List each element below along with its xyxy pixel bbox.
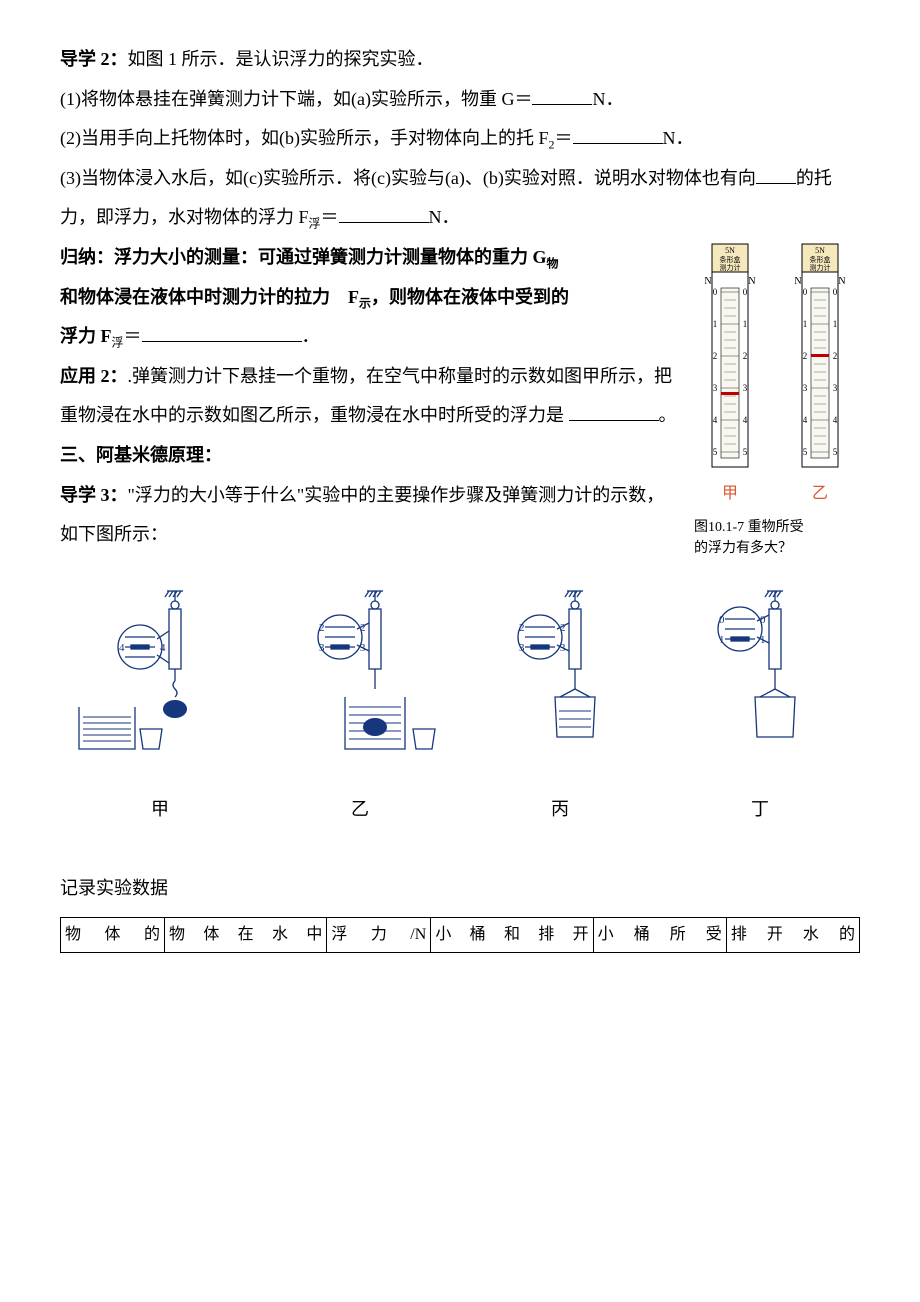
record-title: 记录实验数据 <box>60 869 860 909</box>
blank <box>142 323 302 342</box>
table-header: 物体的 <box>61 917 165 952</box>
spring-meter-icon: 5N 条形盒 测力计 N N 0 0 1 1 2 2 3 3 4 4 5 5 <box>790 242 850 472</box>
meter-jia: 5N 条形盒 测力计 N N 0 0 1 1 2 2 3 3 4 4 5 5 <box>700 242 760 511</box>
svg-text:3: 3 <box>743 383 748 393</box>
svg-text:4: 4 <box>713 415 718 425</box>
svg-text:5N: 5N <box>725 246 735 255</box>
experiment-figure: 44 甲 <box>60 589 860 829</box>
exp-ding: 00 11 丁 <box>660 589 860 829</box>
exp-yi-icon: 22 33 <box>275 589 445 769</box>
svg-text:4: 4 <box>803 415 808 425</box>
svg-text:3: 3 <box>713 383 718 393</box>
exp-bing-icon: 22 33 <box>485 589 635 769</box>
svg-text:0: 0 <box>760 614 766 626</box>
app2-title: 应用 2： <box>60 366 128 386</box>
table-header: 排开水的 <box>726 917 859 952</box>
guide2-q3: (3)当物体浸入水后，如(c)实验所示．将(c)实验与(a)、(b)实验对照．说… <box>60 159 860 238</box>
svg-text:2: 2 <box>713 351 718 361</box>
guide2-q2: (2)当用手向上托物体时，如(b)实验所示，手对物体向上的托 F2＝N． <box>60 119 860 159</box>
svg-text:0: 0 <box>743 287 748 297</box>
svg-text:4: 4 <box>160 642 166 654</box>
table-header: 小桶所受 <box>593 917 726 952</box>
exp-yi: 22 33 乙 <box>260 589 460 829</box>
exp-ding-icon: 00 11 <box>685 589 835 769</box>
svg-text:2: 2 <box>833 351 838 361</box>
svg-text:5: 5 <box>713 447 718 457</box>
svg-text:2: 2 <box>803 351 808 361</box>
svg-text:1: 1 <box>803 319 808 329</box>
svg-text:4: 4 <box>743 415 748 425</box>
blank <box>573 125 663 144</box>
svg-text:5: 5 <box>803 447 808 457</box>
table-header: 小桶和排开 <box>431 917 593 952</box>
svg-text:1: 1 <box>743 319 748 329</box>
svg-text:2: 2 <box>360 622 366 634</box>
svg-text:1: 1 <box>833 319 838 329</box>
record-table: 物体的 物体在水中 浮力/N 小桶和排开 小桶所受 排开水的 <box>60 917 860 953</box>
svg-text:N: N <box>748 276 755 287</box>
exp-bing: 22 33 丙 <box>460 589 660 829</box>
svg-text:2: 2 <box>743 351 748 361</box>
svg-text:0: 0 <box>719 614 725 626</box>
svg-text:4: 4 <box>119 642 125 654</box>
svg-text:N: N <box>704 276 711 287</box>
meter-yi: 5N 条形盒 测力计 N N 0 0 1 1 2 2 3 3 4 4 5 5 <box>790 242 850 511</box>
table-header: 物体在水中 <box>164 917 326 952</box>
svg-text:N: N <box>794 276 801 287</box>
svg-text:3: 3 <box>519 642 525 654</box>
svg-text:测力计: 测力计 <box>720 263 741 272</box>
svg-text:5N: 5N <box>815 246 825 255</box>
exp-jia-icon: 44 <box>75 589 245 769</box>
table-row: 物体的 物体在水中 浮力/N 小桶和排开 小桶所受 排开水的 <box>61 917 860 952</box>
svg-text:0: 0 <box>713 287 718 297</box>
blank <box>569 402 659 421</box>
svg-text:条形盒: 条形盒 <box>810 255 831 264</box>
pointer-icon <box>721 392 739 395</box>
svg-text:2: 2 <box>560 622 566 634</box>
guide3-title: 导学 3： <box>60 485 128 505</box>
guide2-line1: 导学 2：如图 1 所示．是认识浮力的探究实验． <box>60 40 860 80</box>
svg-text:测力计: 测力计 <box>810 263 831 272</box>
meter-label-yi: 乙 <box>790 476 850 511</box>
blank <box>756 165 796 184</box>
svg-text:3: 3 <box>803 383 808 393</box>
svg-text:2: 2 <box>519 622 525 634</box>
table-header: 浮力/N <box>327 917 431 952</box>
blank <box>339 204 429 223</box>
guide2-title: 导学 2： <box>60 49 128 69</box>
meter-figure: 5N 条形盒 测力计 N N 00 11 22 33 44 55 <box>690 242 860 559</box>
svg-text:N: N <box>838 276 845 287</box>
svg-text:0: 0 <box>833 287 838 297</box>
meter-label-jia: 甲 <box>700 476 760 511</box>
svg-text:4: 4 <box>833 415 838 425</box>
svg-text:1: 1 <box>719 634 725 646</box>
blank <box>532 86 592 105</box>
guide2-q1: (1)将物体悬挂在弹簧测力计下端，如(a)实验所示，物重 G＝N． <box>60 80 860 120</box>
svg-text:5: 5 <box>743 447 748 457</box>
svg-text:5: 5 <box>833 447 838 457</box>
svg-text:1: 1 <box>713 319 718 329</box>
figure-caption: 图10.1-7 重物所受 的浮力有多大？ <box>690 517 860 559</box>
svg-text:0: 0 <box>803 287 808 297</box>
spring-meter-icon: 5N 条形盒 测力计 N N 0 0 1 1 2 2 3 3 4 4 5 5 <box>700 242 760 472</box>
svg-text:3: 3 <box>833 383 838 393</box>
svg-text:3: 3 <box>319 642 325 654</box>
svg-text:条形盒: 条形盒 <box>720 255 741 264</box>
pointer-icon <box>811 354 829 357</box>
svg-text:2: 2 <box>319 622 325 634</box>
exp-jia: 44 甲 <box>60 589 260 829</box>
